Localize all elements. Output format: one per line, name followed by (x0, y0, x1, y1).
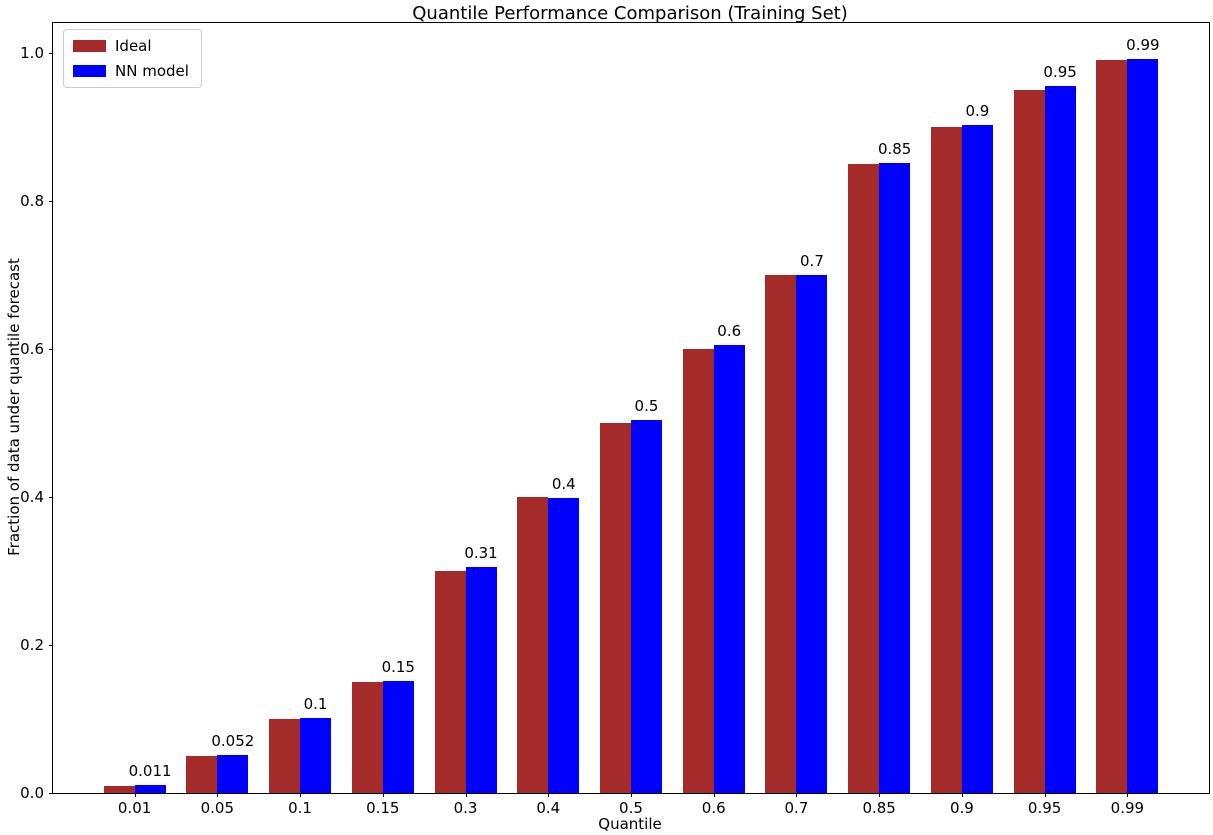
bar-nn-model (1127, 58, 1159, 793)
bar-ideal (103, 785, 135, 793)
x-axis-tick (300, 793, 302, 797)
x-tick-label: 0.7 (784, 799, 809, 817)
y-axis-tick (49, 793, 53, 794)
bar-value-label: 0.9 (965, 101, 990, 120)
bar-ideal (186, 756, 218, 793)
x-tick-label: 0.5 (619, 799, 643, 817)
x-axis-tick (548, 793, 550, 797)
bar-value-label: 0.95 (1043, 63, 1077, 82)
bar-nn-model (548, 498, 580, 793)
x-tick-label: 0.1 (288, 799, 312, 817)
x-axis-tick (465, 793, 467, 797)
x-axis-tick (1044, 793, 1046, 797)
bar-value-label: 0.99 (1126, 35, 1160, 54)
x-axis-tick (796, 793, 798, 797)
bar-value-label: 0.011 (128, 761, 172, 780)
x-tick-label: 0.85 (862, 799, 896, 817)
x-tick-label: 0.99 (1110, 799, 1145, 817)
legend-item-nn-model: NN model (73, 62, 189, 80)
x-tick-label: 0.9 (949, 799, 974, 817)
x-axis-tick (382, 793, 384, 797)
x-axis-tick (217, 793, 219, 797)
y-axis-tick (49, 349, 53, 350)
y-tick-label: 0.8 (20, 192, 44, 210)
x-tick-label: 0.95 (1027, 799, 1062, 817)
bar-nn-model (1044, 86, 1076, 793)
bar-ideal (1096, 60, 1128, 793)
y-tick-label: 0.2 (20, 636, 44, 654)
y-axis-tick (49, 201, 53, 202)
x-axis-tick (961, 793, 963, 797)
bar-ideal (269, 719, 301, 793)
bar-nn-model (465, 566, 497, 793)
bar-ideal (351, 682, 383, 793)
bar-ideal (599, 423, 631, 793)
bar-nn-model (630, 420, 662, 793)
y-tick-label: 0.4 (20, 488, 44, 506)
bar-value-label: 0.7 (800, 252, 824, 270)
y-axis-tick (49, 645, 53, 646)
x-axis-tick (879, 793, 881, 797)
bar-value-label: 0.15 (381, 657, 415, 676)
bar-nn-model (300, 717, 332, 793)
x-axis-tick (134, 793, 136, 797)
bar-nn-model (134, 784, 166, 793)
legend-label-ideal: Ideal (115, 37, 152, 55)
bar-ideal (682, 349, 714, 793)
x-tick-label: 0.01 (117, 799, 152, 817)
bar-ideal (930, 127, 962, 793)
legend-item-ideal: Ideal (73, 37, 189, 55)
x-axis-tick (1127, 793, 1129, 797)
x-axis-tick (713, 793, 715, 797)
y-axis-label: Fraction of data under quantile forecast (5, 258, 23, 556)
x-axis-label: Quantile (598, 815, 662, 833)
bar-value-label: 0.6 (717, 322, 742, 341)
legend: Ideal NN model (63, 29, 202, 88)
legend-swatch-nn-model (73, 65, 106, 77)
plot-area: Ideal NN model 0.011 0.01 0.052 0.05 0.1 0.1 0… (20, 22, 1210, 817)
x-tick-label: 0.3 (453, 799, 478, 817)
y-tick-label: 0.6 (20, 340, 44, 358)
bar-nn-model (879, 163, 911, 793)
bar-nn-model (382, 680, 414, 793)
x-tick-label: 0.6 (701, 799, 726, 817)
y-tick-label: 1.0 (20, 44, 44, 62)
bar-value-label: 0.85 (877, 140, 912, 159)
y-axis-tick (49, 497, 53, 498)
bar-ideal (1013, 90, 1045, 793)
bar-nn-model (796, 275, 828, 793)
bar-value-label: 0.052 (211, 731, 255, 750)
bar-value-label: 0.1 (303, 694, 328, 713)
bar-value-label: 0.31 (464, 543, 498, 562)
chart-title: Quantile Performance Comparison (Trainin… (412, 3, 848, 24)
x-tick-label: 0.15 (366, 799, 400, 817)
x-axis-tick (630, 793, 632, 797)
bar-nn-model (217, 754, 249, 793)
bar-ideal (848, 164, 880, 793)
bar-value-label: 0.4 (551, 475, 576, 494)
bar-ideal (765, 275, 797, 793)
bar-ideal (517, 497, 549, 793)
bar-value-label: 0.5 (634, 397, 659, 416)
legend-swatch-ideal (73, 40, 106, 52)
x-tick-label: 0.05 (200, 799, 235, 817)
bar-nn-model (713, 345, 745, 793)
bar-ideal (434, 571, 466, 793)
y-tick-label: 0.0 (20, 784, 44, 802)
bar-nn-model (961, 124, 993, 793)
legend-label-nn-model: NN model (115, 62, 189, 80)
y-axis-tick (49, 53, 53, 54)
x-tick-label: 0.4 (536, 799, 561, 817)
